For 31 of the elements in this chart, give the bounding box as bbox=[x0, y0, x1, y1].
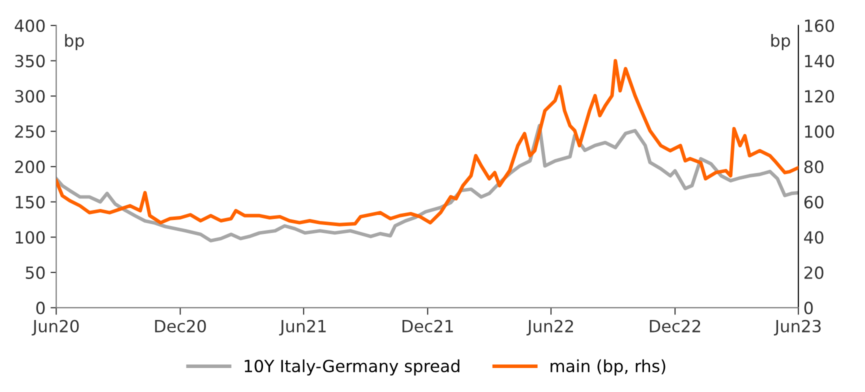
legend-label: main (bp, rhs) bbox=[550, 359, 666, 376]
y2-tick-label: 100 bbox=[805, 125, 834, 138]
y2-tick-label: 40 bbox=[804, 231, 824, 244]
y-tick-label: 350 bbox=[15, 54, 45, 68]
y-axis-title: bp bbox=[65, 34, 84, 50]
y2-tick-label: 160 bbox=[805, 19, 834, 32]
y-tick-label: 50 bbox=[26, 266, 45, 280]
y-tick-label: 100 bbox=[16, 231, 45, 244]
legend-label: 10Y Italy-Germany spread bbox=[244, 359, 460, 376]
x-tick-label: Dec20 bbox=[155, 320, 206, 332]
y-tick-label: 250 bbox=[15, 125, 45, 138]
y2-tick-label: 80 bbox=[804, 160, 824, 174]
y2-tick-label: 20 bbox=[804, 266, 824, 280]
x-tick-label: Jun21 bbox=[279, 320, 326, 336]
y-tick-label: 300 bbox=[15, 90, 45, 103]
y2-axis-title: bp bbox=[771, 34, 790, 50]
x-tick-label: Jun20 bbox=[32, 320, 79, 336]
y2-tick-label: 0 bbox=[804, 302, 813, 314]
y2-tick-label: 120 bbox=[805, 90, 834, 103]
x-tick-label: Dec22 bbox=[650, 320, 700, 332]
line-series bbox=[56, 59, 798, 226]
line-series bbox=[56, 124, 798, 242]
x-tick-label: Jun23 bbox=[774, 320, 821, 336]
y2-tick-label: 140 bbox=[805, 54, 834, 68]
x-tick-label: Jun22 bbox=[526, 320, 573, 336]
y-tick-label: 150 bbox=[16, 196, 45, 208]
y-tick-label: 200 bbox=[15, 160, 45, 174]
x-tick-label: Dec21 bbox=[402, 320, 453, 332]
y2-tick-label: 60 bbox=[804, 196, 824, 208]
y-tick-label: 400 bbox=[14, 19, 45, 32]
y-tick-label: 0 bbox=[36, 302, 45, 314]
